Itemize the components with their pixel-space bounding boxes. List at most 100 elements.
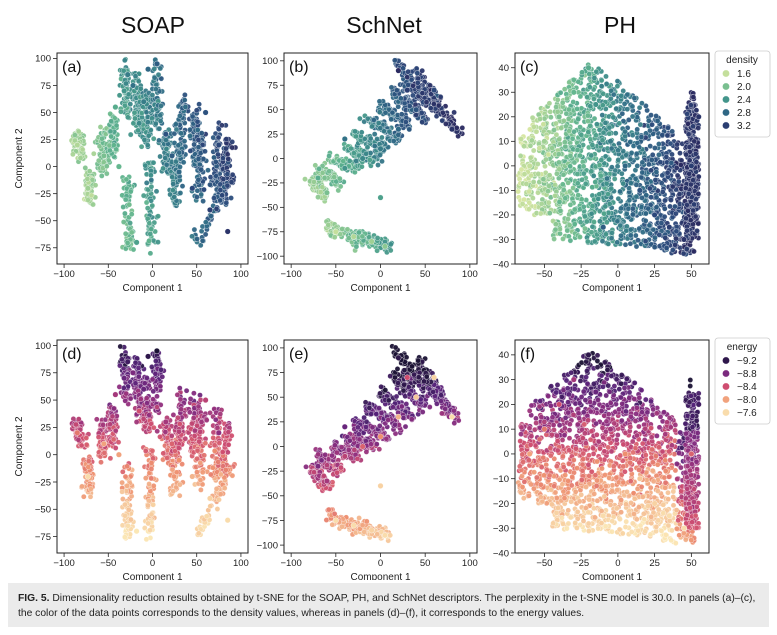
cloud-point: [521, 171, 528, 177]
panel-label: (a): [62, 59, 82, 76]
data-point: [556, 113, 563, 120]
x-tick-label: 0: [615, 269, 620, 280]
cloud-point: [75, 128, 82, 135]
cloud-point: [179, 183, 186, 189]
cloud-point: [694, 228, 700, 234]
cloud-point: [656, 152, 662, 158]
cloud-point: [622, 241, 629, 248]
cloud-point: [673, 210, 679, 217]
cloud-point: [527, 143, 534, 149]
cloud-point: [564, 95, 570, 102]
cloud-point: [81, 493, 87, 500]
y-tick-label: −20: [493, 210, 509, 221]
cloud-point: [302, 176, 308, 182]
cloud-point: [401, 100, 408, 107]
cloud-point: [517, 153, 524, 159]
cloud-point: [564, 227, 571, 234]
cloud-point: [200, 198, 206, 204]
cloud-point: [577, 124, 583, 130]
cloud-point: [589, 184, 595, 190]
cloud-point: [211, 195, 217, 201]
cloud-point: [147, 231, 154, 237]
cloud-point: [88, 486, 94, 492]
cloud-point: [148, 127, 154, 133]
cloud-point: [591, 75, 598, 81]
cloud-point: [98, 459, 104, 465]
cloud-point: [553, 120, 559, 127]
cloud-point: [121, 385, 127, 391]
cloud-point: [107, 128, 114, 135]
cloud-point: [692, 213, 699, 220]
cloud-point: [455, 133, 461, 139]
data-point: [359, 155, 366, 162]
cloud-point: [155, 213, 161, 219]
cloud-point: [604, 175, 610, 182]
cloud-point: [180, 159, 187, 166]
cloud-point: [111, 405, 117, 412]
cloud-point: [213, 159, 219, 165]
cloud-point: [616, 120, 623, 127]
cloud-point: [546, 199, 552, 206]
data-point: [323, 189, 330, 196]
cloud-point: [337, 183, 344, 190]
cloud-point: [215, 134, 222, 141]
cloud-point: [382, 109, 389, 116]
cloud-point: [195, 144, 202, 150]
cloud-point: [529, 137, 535, 144]
cloud-point: [423, 99, 430, 105]
cloud-point: [101, 450, 108, 456]
cloud-point: [189, 233, 195, 240]
cloud-point: [554, 109, 561, 115]
cloud-point: [569, 135, 576, 142]
cloud-point: [587, 123, 593, 129]
cloud-point: [597, 218, 603, 225]
cloud-point: [685, 208, 691, 214]
cloud-point: [79, 483, 85, 490]
cloud-point: [585, 238, 591, 245]
data-point: [189, 185, 196, 192]
data-point: [206, 206, 213, 213]
cloud-point: [561, 187, 567, 193]
cloud-point: [566, 128, 572, 134]
cloud-point: [683, 185, 689, 191]
cloud-point: [182, 92, 188, 98]
y-tick-label: −100: [257, 251, 278, 262]
cloud-point: [684, 111, 690, 117]
cloud-point: [132, 73, 139, 79]
cloud-point: [435, 102, 442, 109]
cloud-point: [162, 155, 168, 161]
cloud-point: [418, 110, 425, 116]
cloud-point: [566, 222, 573, 228]
cloud-point: [540, 121, 547, 127]
cloud-point: [557, 89, 564, 96]
cloud-point: [591, 219, 597, 225]
x-tick-label: 50: [191, 269, 202, 280]
cloud-point: [692, 151, 699, 157]
cloud-point: [603, 81, 610, 87]
cloud-point: [193, 107, 200, 114]
data-point: [395, 67, 402, 74]
cloud-point: [636, 225, 642, 232]
cloud-point: [149, 115, 155, 122]
cloud-point: [555, 151, 562, 157]
cloud-point: [147, 250, 154, 257]
cloud-point: [122, 398, 128, 404]
cloud-point: [571, 221, 578, 227]
cloud-point: [624, 106, 631, 112]
cloud-point: [219, 192, 225, 199]
cloud-point: [228, 179, 235, 185]
cloud-point: [377, 125, 384, 131]
cloud-point: [319, 184, 326, 190]
cloud-point: [149, 92, 156, 98]
cloud-point: [673, 165, 680, 171]
cloud-point: [123, 176, 130, 183]
cloud-point: [195, 176, 202, 183]
cloud-point: [695, 125, 701, 131]
y-axis-label: Component 2: [14, 128, 25, 188]
cloud-point: [535, 161, 541, 167]
cloud-point: [398, 111, 405, 117]
cloud-point: [613, 105, 620, 112]
cloud-point: [194, 194, 200, 200]
cloud-point: [562, 139, 568, 145]
cloud-point: [636, 144, 643, 151]
